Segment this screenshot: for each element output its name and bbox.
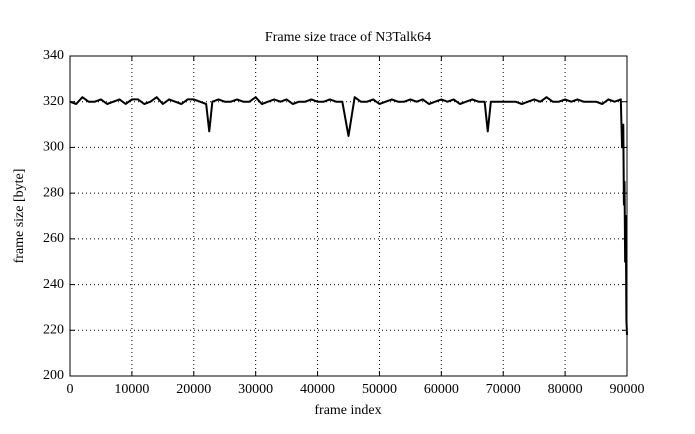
y-tick-label: 220 xyxy=(43,323,64,338)
chart-title: Frame size trace of N3Talk64 xyxy=(265,30,431,45)
x-tick-label: 70000 xyxy=(486,382,521,397)
data-line xyxy=(69,96,628,335)
x-tick-label: 50000 xyxy=(362,382,397,397)
x-tick-label: 10000 xyxy=(114,382,149,397)
x-tick-label: 40000 xyxy=(300,382,335,397)
plot-frame xyxy=(69,55,628,377)
x-tick-label: 90000 xyxy=(610,382,645,397)
x-tick-label: 0 xyxy=(67,382,74,397)
y-tick-label: 300 xyxy=(43,140,64,155)
y-tick-label: 340 xyxy=(43,48,64,63)
x-tick-label: 60000 xyxy=(424,382,459,397)
y-tick-label: 200 xyxy=(43,368,64,383)
x-axis-label: frame index xyxy=(314,403,381,418)
y-tick-label: 240 xyxy=(43,277,64,292)
y-tick-label: 280 xyxy=(43,185,64,200)
x-tick-label: 30000 xyxy=(238,382,273,397)
x-tick-label: 80000 xyxy=(548,382,583,397)
x-tick-label: 20000 xyxy=(176,382,211,397)
y-axis-label: frame size [byte] xyxy=(12,169,27,264)
y-tick-label: 320 xyxy=(43,94,64,109)
y-tick-label: 260 xyxy=(43,231,64,246)
